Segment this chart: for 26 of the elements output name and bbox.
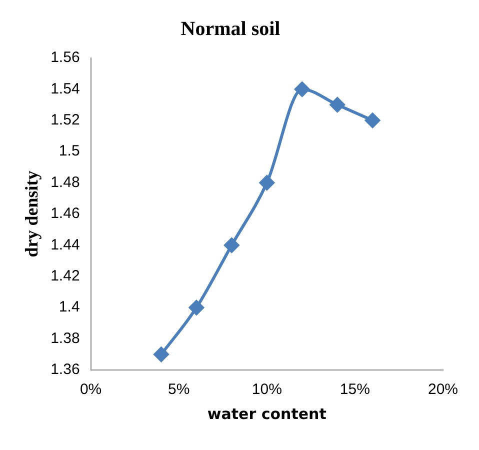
point — [330, 97, 345, 112]
chart-title: Normal soil — [180, 18, 281, 40]
point — [259, 175, 274, 190]
point — [294, 82, 310, 97]
y-tick-label: 1.36 — [50, 361, 80, 378]
x-tick-label: 15% — [340, 381, 370, 398]
y-tick-label: 1.38 — [50, 330, 80, 347]
y-tick-label: 1.48 — [50, 174, 80, 191]
y-axis-title: dry density — [21, 170, 42, 258]
y-tick-label: 1.42 — [50, 268, 80, 285]
x-tick-label: 20% — [428, 381, 458, 398]
x-tick-label: 5% — [168, 381, 190, 398]
x-tick-label: 0% — [80, 381, 102, 398]
point — [154, 346, 169, 362]
y-tick-label: 1.4 — [58, 298, 80, 316]
x-axis-title: water content — [207, 404, 326, 423]
y-tick-label: 1.44 — [50, 236, 80, 254]
x-tick-label: 10% — [252, 381, 282, 398]
point — [188, 300, 204, 316]
y-tick-label: 1.54 — [50, 80, 80, 98]
y-tick-label: 1.5 — [58, 142, 80, 160]
y-tick-label: 1.56 — [50, 49, 80, 66]
point — [224, 238, 240, 253]
point — [365, 112, 380, 128]
y-tick-label: 1.52 — [50, 112, 80, 129]
y-tick-label: 1.46 — [50, 205, 80, 222]
